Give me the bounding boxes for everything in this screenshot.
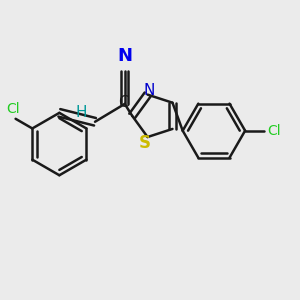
Text: S: S [139,134,151,152]
Text: Cl: Cl [267,124,281,138]
Text: N: N [117,47,132,65]
Text: Cl: Cl [6,102,20,116]
Text: H: H [76,105,87,120]
Text: N: N [143,83,155,98]
Text: C: C [118,95,129,110]
